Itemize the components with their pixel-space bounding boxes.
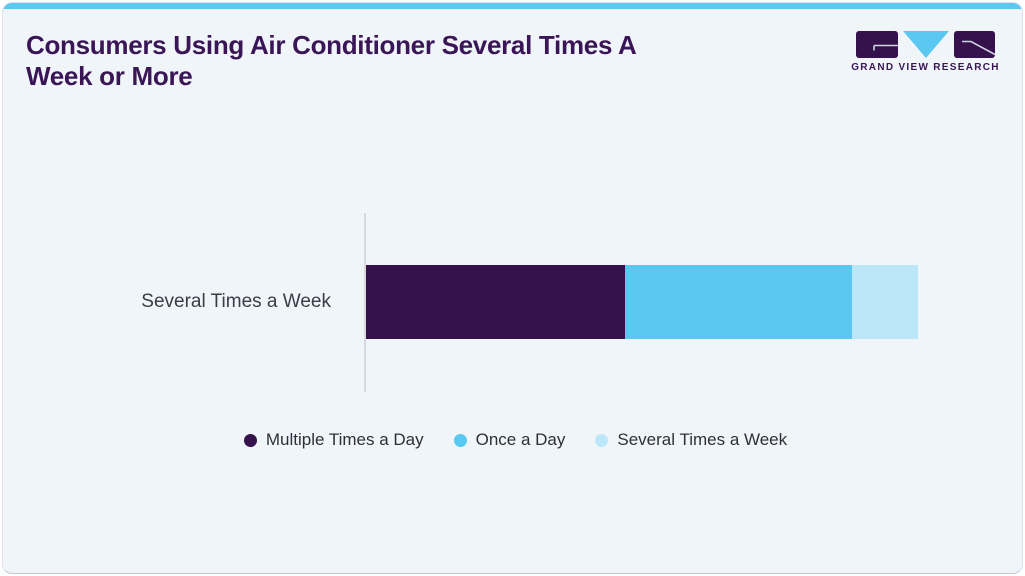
chart-title: Consumers Using Air Conditioner Several … xyxy=(26,30,636,91)
gvr-logo-icon xyxy=(856,31,996,58)
legend-item-2: Once a Day xyxy=(453,430,566,450)
legend-item-1: Multiple Times a Day xyxy=(243,430,424,450)
bar-chart: Several Times a Week xyxy=(3,213,1022,392)
bar-segment-1 xyxy=(366,265,626,339)
category-label: Several Times a Week xyxy=(141,291,331,312)
grand-view-research-logo: GRAND VIEW RESEARCH xyxy=(851,30,1000,73)
logo-wordmark: GRAND VIEW RESEARCH xyxy=(851,62,1000,73)
legend-dot-icon xyxy=(595,433,609,447)
legend-dot-icon xyxy=(453,433,467,447)
header: Consumers Using Air Conditioner Several … xyxy=(26,30,1000,92)
bar-segment-3 xyxy=(851,265,918,339)
legend-label: Multiple Times a Day xyxy=(265,430,424,449)
stacked-bar xyxy=(366,265,918,339)
legend-label: Several Times a Week xyxy=(617,430,788,449)
legend-dot-icon xyxy=(243,433,257,447)
y-axis-line xyxy=(364,213,366,392)
legend: Multiple Times a Day Once a Day Several Ti… xyxy=(3,426,1022,454)
legend-item-3: Several Times a Week xyxy=(595,430,787,450)
card-top-accent xyxy=(3,3,1022,9)
bar-segment-2 xyxy=(625,265,852,339)
legend-label: Once a Day xyxy=(475,430,566,449)
